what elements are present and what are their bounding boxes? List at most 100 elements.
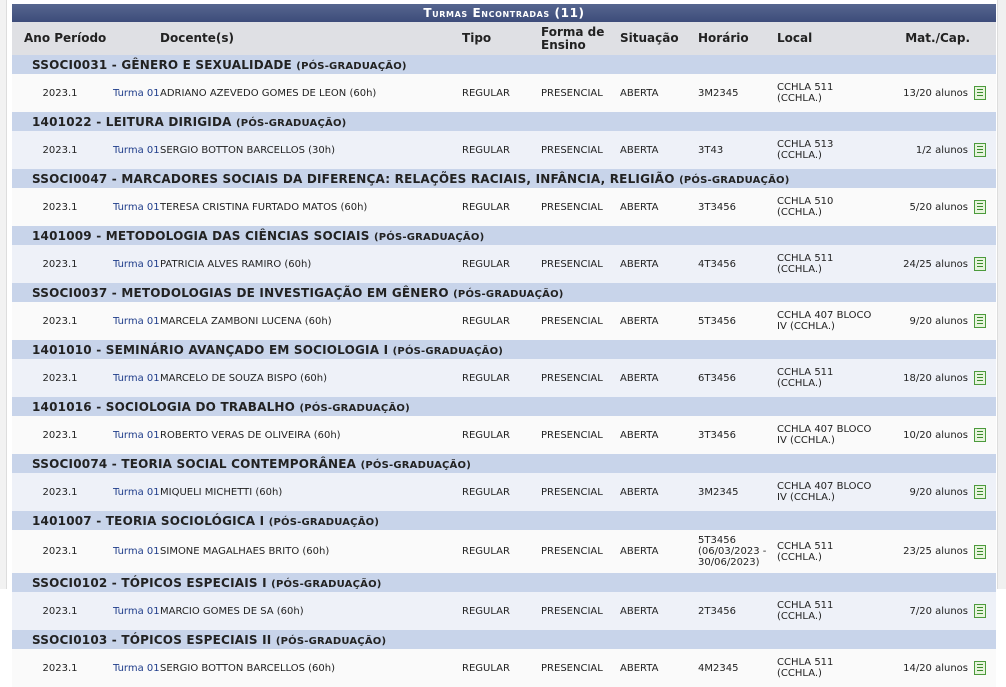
discipline-name: 1401022 - LEITURA DIRIGIDA <box>32 114 232 129</box>
matriculados-capacidade: 24/25 alunos <box>880 245 975 283</box>
turma-link[interactable]: Turma 01 <box>108 649 161 687</box>
tipo: REGULAR <box>458 188 538 226</box>
turma-link[interactable]: Turma 01 <box>108 302 161 340</box>
horario: 3M2345 <box>694 473 774 511</box>
turma-link[interactable]: Turma 01 <box>108 592 161 630</box>
ano-periodo: 2023.1 <box>12 302 108 340</box>
report-icon[interactable] <box>974 604 987 618</box>
turma-row[interactable]: 2023.1 Turma 01 MARCIO GOMES DE SA (60h)… <box>12 592 997 630</box>
situacao: ABERTA <box>616 131 695 169</box>
turma-link[interactable]: Turma 01 <box>108 131 161 169</box>
turma-link[interactable]: Turma 01 <box>108 359 161 397</box>
discipline-group-row: SSOCI0047 - MARCADORES SOCIAIS DA DIFERE… <box>12 169 997 188</box>
report-icon[interactable] <box>974 200 987 214</box>
report-icon[interactable] <box>974 314 987 328</box>
horario: 4M2345 <box>694 649 774 687</box>
horario: 5T3456 (06/03/2023 - 30/06/2023) <box>694 530 774 573</box>
discipline-group-row: SSOCI0102 - TÓPICOS ESPECIAIS I (PÓS-GRA… <box>12 573 997 592</box>
turma-row[interactable]: 2023.1 Turma 01 ADRIANO AZEVEDO GOMES DE… <box>12 74 997 112</box>
situacao: ABERTA <box>616 530 695 573</box>
forma-ensino: PRESENCIAL <box>537 530 617 573</box>
turma-link[interactable]: Turma 01 <box>108 74 161 112</box>
docente: SIMONE MAGALHAES BRITO (60h) <box>160 530 459 573</box>
turma-row[interactable]: 2023.1 Turma 01 ROBERTO VERAS DE OLIVEIR… <box>12 416 997 454</box>
horario: 3T3456 <box>694 416 774 454</box>
forma-ensino: PRESENCIAL <box>537 359 617 397</box>
discipline-level: (PÓS-GRADUAÇÃO) <box>373 231 485 243</box>
matriculados-capacidade: 9/20 alunos <box>880 473 975 511</box>
situacao: ABERTA <box>616 649 695 687</box>
discipline-level: (PÓS-GRADUAÇÃO) <box>271 578 382 590</box>
turma-link[interactable]: Turma 01 <box>108 188 161 226</box>
turma-row[interactable]: 2023.1 Turma 01 MARCELO DE SOUZA BISPO (… <box>12 359 997 397</box>
discipline-group-row: SSOCI0074 - TEORIA SOCIAL CONTEMPORÂNEA … <box>12 454 997 473</box>
turma-row[interactable]: 2023.1 Turma 01 SERGIO BOTTON BARCELLOS … <box>12 131 997 169</box>
tipo: REGULAR <box>458 649 538 687</box>
docente: MARCELA ZAMBONI LUCENA (60h) <box>160 302 459 340</box>
situacao: ABERTA <box>616 592 695 630</box>
turma-row[interactable]: 2023.1 Turma 01 SIMONE MAGALHAES BRITO (… <box>12 530 997 573</box>
report-icon[interactable] <box>974 661 987 675</box>
local: CCHLA 511 (CCHLA.) <box>773 592 881 630</box>
discipline-level: (PÓS-GRADUAÇÃO) <box>360 459 471 471</box>
discipline-name: SSOCI0037 - METODOLOGIAS DE INVESTIGAÇÃO… <box>32 285 449 300</box>
tipo: REGULAR <box>458 245 538 283</box>
discipline-name: SSOCI0074 - TEORIA SOCIAL CONTEMPORÂNEA <box>32 456 357 471</box>
forma-ensino: PRESENCIAL <box>537 245 617 283</box>
turma-link[interactable]: Turma 01 <box>108 245 161 283</box>
discipline-group-row: SSOCI0037 - METODOLOGIAS DE INVESTIGAÇÃO… <box>12 283 997 302</box>
ano-periodo: 2023.1 <box>12 530 108 573</box>
matriculados-capacidade: 7/20 alunos <box>880 592 975 630</box>
forma-ensino: PRESENCIAL <box>537 592 617 630</box>
horario: 2T3456 <box>694 592 774 630</box>
ano-periodo: 2023.1 <box>12 359 108 397</box>
report-icon[interactable] <box>974 428 987 442</box>
horario: 3T43 <box>694 131 774 169</box>
turma-row[interactable]: 2023.1 Turma 01 MIQUELI MICHETTI (60h) R… <box>12 473 997 511</box>
discipline-group-row: 1401022 - LEITURA DIRIGIDA (PÓS-GRADUAÇÃ… <box>12 112 997 131</box>
discipline-group-row: 1401007 - TEORIA SOCIOLÓGICA I (PÓS-GRAD… <box>12 511 997 530</box>
header-forma: Forma de Ensino <box>537 22 617 55</box>
report-icon[interactable] <box>974 86 987 100</box>
discipline-group-row: 1401016 - SOCIOLOGIA DO TRABALHO (PÓS-GR… <box>12 397 997 416</box>
forma-ensino: PRESENCIAL <box>537 416 617 454</box>
report-icon[interactable] <box>974 257 987 271</box>
situacao: ABERTA <box>616 245 695 283</box>
docente: MARCELO DE SOUZA BISPO (60h) <box>160 359 459 397</box>
horario: 6T3456 <box>694 359 774 397</box>
local: CCHLA 511 (CCHLA.) <box>773 649 881 687</box>
docente: SERGIO BOTTON BARCELLOS (30h) <box>160 131 459 169</box>
header-ano: Ano Período <box>12 22 161 55</box>
local: CCHLA 511 (CCHLA.) <box>773 530 881 573</box>
ano-periodo: 2023.1 <box>12 131 108 169</box>
report-icon[interactable] <box>974 544 987 559</box>
turma-row[interactable]: 2023.1 Turma 01 MARCELA ZAMBONI LUCENA (… <box>12 302 997 340</box>
situacao: ABERTA <box>616 302 695 340</box>
local: CCHLA 407 BLOCO IV (CCHLA.) <box>773 473 881 511</box>
horario: 3T3456 <box>694 188 774 226</box>
docente: ADRIANO AZEVEDO GOMES DE LEON (60h) <box>160 74 459 112</box>
turma-link[interactable]: Turma 01 <box>108 530 161 573</box>
docente: MARCIO GOMES DE SA (60h) <box>160 592 459 630</box>
turma-link[interactable]: Turma 01 <box>108 416 161 454</box>
ano-periodo: 2023.1 <box>12 592 108 630</box>
scrollbar[interactable] <box>997 0 1006 589</box>
turma-row[interactable]: 2023.1 Turma 01 PATRICIA ALVES RAMIRO (6… <box>12 245 997 283</box>
discipline-name: 1401007 - TEORIA SOCIOLÓGICA I <box>32 513 265 528</box>
report-icon[interactable] <box>974 143 987 157</box>
local: CCHLA 407 BLOCO IV (CCHLA.) <box>773 302 881 340</box>
tipo: REGULAR <box>458 592 538 630</box>
tipo: REGULAR <box>458 473 538 511</box>
discipline-level: (PÓS-GRADUAÇÃO) <box>299 402 410 414</box>
turma-row[interactable]: 2023.1 Turma 01 TERESA CRISTINA FURTADO … <box>12 188 997 226</box>
turma-row[interactable]: 2023.1 Turma 01 SERGIO BOTTON BARCELLOS … <box>12 649 997 687</box>
discipline-name: SSOCI0102 - TÓPICOS ESPECIAIS I <box>32 575 267 590</box>
matriculados-capacidade: 23/25 alunos <box>880 530 975 573</box>
matriculados-capacidade: 13/20 alunos <box>880 74 975 112</box>
turma-link[interactable]: Turma 01 <box>108 473 161 511</box>
report-icon[interactable] <box>974 371 987 385</box>
header-horario: Horário <box>694 22 774 55</box>
report-icon[interactable] <box>974 485 987 499</box>
local: CCHLA 510 (CCHLA.) <box>773 188 881 226</box>
docente: MIQUELI MICHETTI (60h) <box>160 473 459 511</box>
